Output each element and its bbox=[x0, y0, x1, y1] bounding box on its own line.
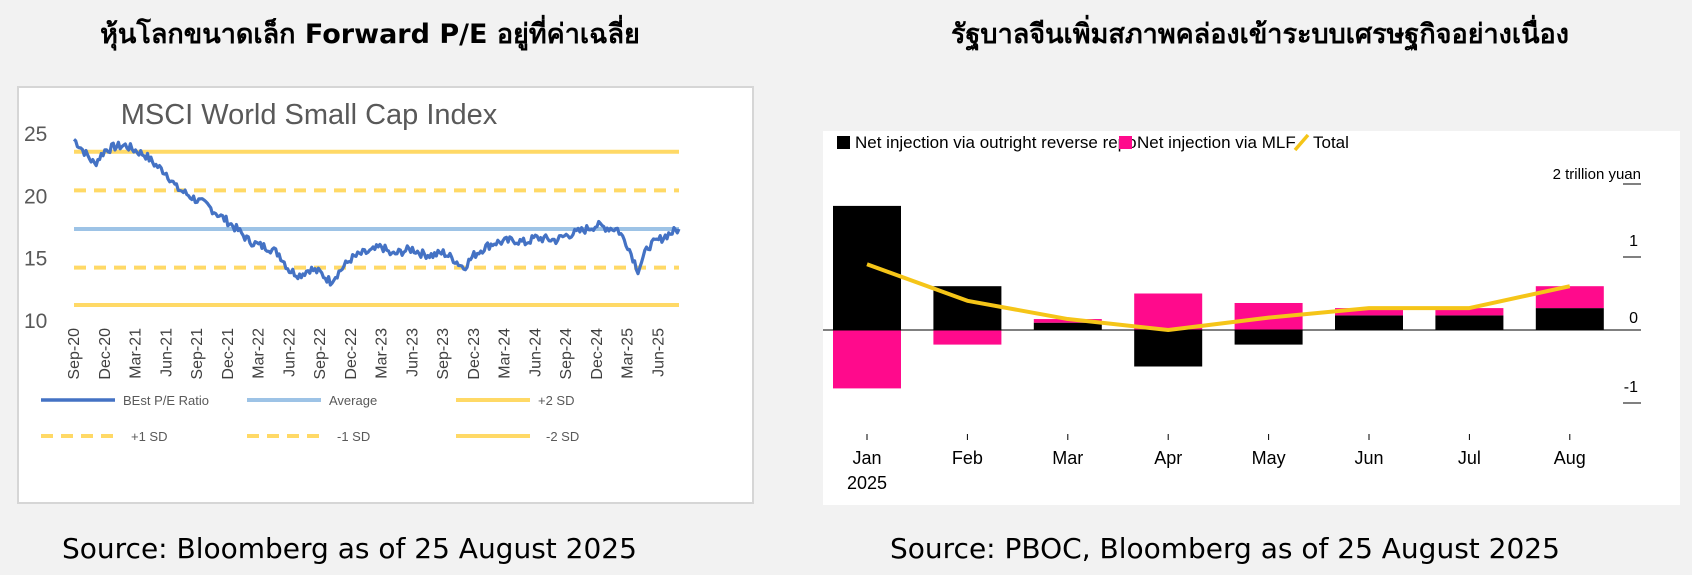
x-tick-label: 2025 bbox=[847, 473, 887, 493]
bar-reverse-repo bbox=[1234, 330, 1303, 345]
x-tick-label: Jan bbox=[852, 448, 881, 468]
x-tick-label: Dec-20 bbox=[97, 328, 114, 380]
legend-item: -2 SD bbox=[456, 429, 579, 444]
legend-item: Total bbox=[1293, 133, 1349, 152]
y-tick-label: 10 bbox=[24, 310, 47, 333]
bar-mlf bbox=[833, 330, 901, 389]
x-tick-label: Jun bbox=[1354, 448, 1383, 468]
legend-swatch bbox=[1119, 136, 1132, 149]
pe-ratio-chart-panel: MSCI World Small Cap Index 10 15 20 25 Sep-20… bbox=[17, 86, 754, 504]
legend-label: -2 SD bbox=[546, 429, 579, 444]
legend-label: BEst P/E Ratio bbox=[123, 393, 209, 408]
x-tick-label: Jun-23 bbox=[404, 328, 421, 377]
liquidity-chart-panel: Net injection via outright reverse repo N… bbox=[823, 131, 1680, 505]
bar-reverse-repo bbox=[833, 205, 901, 330]
series-line-total bbox=[866, 262, 1571, 332]
y-tick-label: -1 bbox=[1624, 379, 1638, 396]
right-chart-source: Source: PBOC, Bloomberg as of 25 August … bbox=[890, 532, 1560, 565]
bar-mlf bbox=[1435, 308, 1504, 316]
legend-swatch bbox=[837, 136, 850, 149]
x-tick-label: Sep-23 bbox=[435, 328, 452, 380]
x-tick-label: Apr bbox=[1154, 448, 1182, 468]
x-tick-label: Sep-24 bbox=[558, 328, 575, 380]
bar-reverse-repo bbox=[1335, 315, 1403, 330]
legend-label: +2 SD bbox=[538, 393, 575, 408]
x-tick-label: May bbox=[1252, 448, 1286, 468]
bar-reverse-repo bbox=[1033, 322, 1102, 330]
right-chart-heading: รัฐบาลจีนเพิ่มสภาพคล่องเข้าระบบเศรษฐกิจอ… bbox=[951, 19, 1569, 50]
x-tick-label: Mar-22 bbox=[251, 328, 268, 379]
left-chart-source: Source: Bloomberg as of 25 August 2025 bbox=[62, 532, 637, 565]
bar-mlf bbox=[1134, 293, 1203, 330]
x-tick-label: Sep-22 bbox=[312, 328, 329, 380]
x-tick-label: Mar-24 bbox=[497, 328, 514, 379]
x-tick-label: Dec-22 bbox=[343, 328, 360, 380]
legend-item: BEst P/E Ratio bbox=[41, 393, 209, 408]
bar-mlf bbox=[1335, 308, 1403, 316]
y-axis-unit: 2 trillion yuan bbox=[1553, 166, 1641, 183]
x-tick-label: Dec-24 bbox=[589, 328, 606, 380]
legend-item: +1 SD bbox=[41, 429, 168, 444]
chart-title: MSCI World Small Cap Index bbox=[121, 99, 498, 131]
x-tick-label: Mar bbox=[1052, 448, 1083, 468]
y-tick-label: 25 bbox=[24, 123, 47, 146]
bar-reverse-repo bbox=[1435, 315, 1504, 330]
x-tick-label: Sep-20 bbox=[66, 328, 83, 380]
bar-reverse-repo bbox=[1535, 308, 1604, 330]
legend-item: Average bbox=[247, 393, 377, 408]
x-tick-label: Feb bbox=[952, 448, 983, 468]
y-tick-label: 20 bbox=[24, 185, 47, 208]
y-tick-label: 1 bbox=[1629, 233, 1638, 250]
x-tick-label: Dec-21 bbox=[220, 328, 237, 380]
series-line-pe-ratio bbox=[72, 138, 681, 287]
legend-label: Net injection via outright reverse repo bbox=[855, 133, 1137, 152]
legend-item: Net injection via outright reverse repo bbox=[837, 133, 1137, 152]
legend-item: Net injection via MLF bbox=[1119, 133, 1296, 152]
liquidity-injection-chart: Net injection via outright reverse repo N… bbox=[823, 133, 1641, 493]
x-tick-label: Jun-24 bbox=[527, 328, 544, 377]
x-tick-label: Dec-23 bbox=[466, 328, 483, 380]
legend-label: +1 SD bbox=[131, 429, 168, 444]
legend-item: -1 SD bbox=[247, 429, 370, 444]
x-tick-label: Jun-25 bbox=[650, 328, 667, 377]
x-tick-label: Mar-25 bbox=[620, 328, 637, 379]
x-tick-label: Mar-21 bbox=[128, 328, 145, 379]
x-tick-label: Aug bbox=[1554, 448, 1586, 468]
y-tick-label: 0 bbox=[1629, 310, 1638, 327]
legend-label: Net injection via MLF bbox=[1137, 133, 1296, 152]
legend-label: Total bbox=[1313, 133, 1349, 152]
bar-mlf bbox=[933, 330, 1002, 345]
x-tick-label: Sep-21 bbox=[189, 328, 206, 380]
left-chart-heading: หุ้นโลกขนาดเล็ก Forward P/E อยู่ที่ค่าเฉ… bbox=[100, 19, 640, 50]
x-tick-label: Mar-23 bbox=[374, 328, 391, 379]
y-tick-label: 15 bbox=[24, 248, 47, 271]
bar-reverse-repo bbox=[1134, 330, 1203, 367]
x-tick-label: Jun-21 bbox=[158, 328, 175, 377]
legend-item: +2 SD bbox=[456, 393, 575, 408]
legend-label: -1 SD bbox=[337, 429, 370, 444]
legend-swatch bbox=[1293, 133, 1310, 152]
x-tick-label: Jul bbox=[1458, 448, 1481, 468]
x-tick-label: Jun-22 bbox=[281, 328, 298, 377]
legend-label: Average bbox=[329, 393, 377, 408]
pe-ratio-chart: MSCI World Small Cap Index 10 15 20 25 Sep-20… bbox=[24, 99, 681, 444]
